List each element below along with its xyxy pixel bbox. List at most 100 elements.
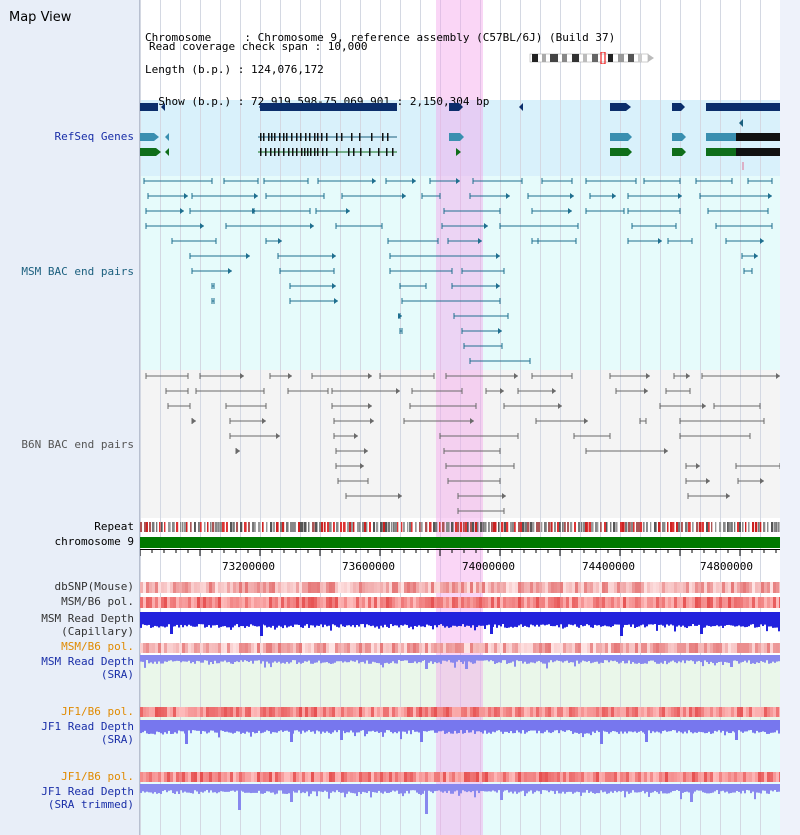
heatmap-cell [305, 597, 308, 608]
heatmap-cell [542, 772, 545, 782]
depth-bar [534, 720, 536, 731]
depth-bar [398, 720, 400, 732]
depth-bar [190, 784, 192, 794]
heatmap-cell [710, 707, 713, 717]
heatmap-cell [233, 772, 236, 782]
msm-read-depth-capillary-plot[interactable] [140, 612, 780, 640]
depth-bar [388, 655, 390, 664]
heatmap-cell [173, 643, 176, 653]
refseq-genes-track[interactable] [140, 100, 780, 176]
depth-bar [530, 612, 532, 625]
heatmap-cell [617, 582, 620, 593]
depth-bar [186, 784, 188, 793]
depth-bar [730, 720, 732, 734]
depth-bar [334, 655, 336, 663]
depth-bar [748, 655, 750, 661]
msm-b6-pol-heatmap[interactable] [140, 597, 780, 608]
jf1-read-depth-plot[interactable] [140, 720, 780, 746]
heatmap-cell [530, 597, 533, 608]
repeat-mark [495, 522, 497, 532]
depth-bar [582, 612, 584, 627]
heatmap-cell [179, 643, 182, 653]
repeat-mark [359, 522, 361, 532]
dbsnp-heatmap[interactable] [140, 582, 780, 593]
heatmap-cell [590, 707, 593, 717]
heatmap-cell [569, 643, 572, 653]
depth-bar [414, 784, 416, 791]
msm-b6-pol-sra-heatmap[interactable] [140, 643, 780, 653]
depth-bar [510, 655, 512, 663]
depth-bar [358, 655, 360, 664]
depth-bar [718, 720, 720, 731]
heatmap-cell [533, 582, 536, 593]
heatmap-cell [644, 597, 647, 608]
depth-bar [532, 784, 534, 794]
heatmap-cell [437, 582, 440, 593]
jf1-read-depth-trimmed-plot[interactable] [140, 784, 780, 816]
depth-bar [374, 784, 376, 793]
depth-bar [704, 612, 706, 628]
repeat-mark [600, 522, 602, 532]
repeat-mark [204, 522, 206, 532]
b6n-bac-end-pairs-track[interactable] [140, 370, 780, 518]
depth-bar [624, 784, 626, 798]
depth-bar [452, 784, 454, 794]
depth-bar [272, 720, 274, 733]
depth-bar [378, 720, 380, 733]
bac-end-arrow [276, 433, 280, 439]
repeat-mark [186, 522, 188, 532]
heatmap-cell [539, 643, 542, 653]
jf1-b6-pol-trimmed-heatmap[interactable] [140, 772, 780, 782]
chromosome-ideogram[interactable] [528, 52, 656, 64]
depth-bar [648, 655, 650, 662]
depth-bar [262, 720, 264, 733]
depth-bar [770, 655, 772, 664]
heatmap-cell [512, 643, 515, 653]
depth-bar [582, 655, 584, 661]
heatmap-cell [347, 582, 350, 593]
gridline [440, 0, 441, 835]
heatmap-cell [209, 597, 212, 608]
depth-bar [744, 655, 746, 661]
depth-bar [508, 720, 510, 734]
depth-bar [514, 720, 516, 734]
depth-bar [256, 784, 258, 793]
msm-bac-end-pairs-track[interactable] [140, 176, 780, 370]
heatmap-cell [413, 597, 416, 608]
repeat-mark [451, 522, 454, 532]
repeat-mark [527, 522, 530, 532]
heatmap-cell [308, 597, 311, 608]
gene-arrow-icon [154, 133, 159, 141]
jf1-b6-pol-heatmap[interactable] [140, 707, 780, 717]
depth-bar [164, 655, 166, 662]
depth-bar [740, 720, 742, 732]
heatmap-cell [692, 643, 695, 653]
depth-bar [628, 784, 630, 794]
repeat-mark [708, 522, 710, 532]
heatmap-cell [722, 643, 725, 653]
chromosome-bar[interactable] [140, 537, 780, 548]
heatmap-cell [626, 582, 629, 593]
depth-bar [656, 720, 658, 732]
repeat-track[interactable] [140, 522, 780, 532]
depth-bar [726, 784, 728, 792]
heatmap-cell [587, 597, 590, 608]
heatmap-cell [290, 643, 293, 653]
depth-bar [720, 655, 722, 662]
heatmap-cell [158, 772, 161, 782]
heatmap-cell [410, 643, 413, 653]
repeat-mark [723, 522, 726, 532]
depth-bar [206, 720, 208, 734]
msm-read-depth-sra-plot[interactable] [140, 655, 780, 675]
heatmap-cell [326, 707, 329, 717]
depth-bar [242, 720, 244, 733]
depth-bar [140, 784, 142, 793]
depth-bar [514, 784, 516, 792]
depth-bar [152, 655, 154, 664]
heatmap-cell [722, 597, 725, 608]
depth-bar [662, 720, 664, 732]
depth-bar [612, 655, 614, 662]
depth-bar [490, 784, 492, 792]
depth-bar [580, 612, 582, 626]
repeat-mark [477, 522, 479, 532]
